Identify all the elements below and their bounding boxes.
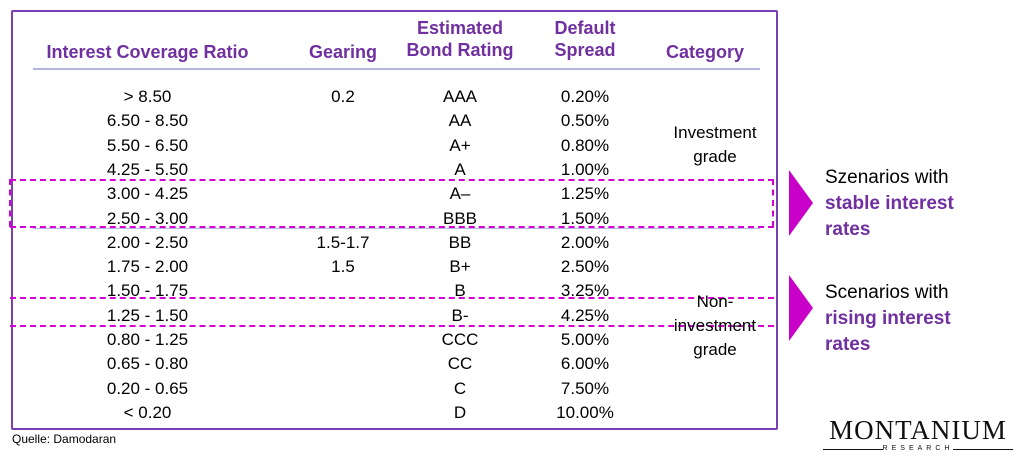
cell-rating: BBB [442,208,478,228]
cell-rating: B- [451,305,469,325]
cell-rating: A– [449,184,471,204]
header-rating-line1: Estimated [416,18,504,38]
cell-rating: D [453,402,467,422]
cell-spread: 1.50% [560,208,610,228]
note-stable-line3: rates [825,219,871,240]
grade-divider [33,228,760,229]
cell-spread: 2.50% [560,257,610,277]
cell-icr: > 8.50 [123,87,172,106]
header-rating: Estimated Bond Rating [395,17,525,61]
stable-highlight-left [9,179,11,227]
cell-gearing: 1.5-1.7 [316,232,370,252]
cell-icr: 1.50 - 1.75 [106,281,189,301]
rising-highlight-top [10,297,774,299]
header-divider [33,68,760,70]
cell-gearing [298,352,388,376]
cell-icr: 0.65 - 0.80 [106,354,189,374]
cell-rating: A+ [449,135,471,155]
cell-spread: 7.50% [560,378,610,398]
stable-highlight-top [10,179,774,181]
cell-gearing: 1.5 [331,257,355,277]
header-spread-line1: Default [554,18,616,38]
cell-rating: B [454,281,466,301]
category-investment-line2: grade [693,147,737,166]
cell-gearing [298,279,388,303]
cell-spread: 4.25% [560,305,610,325]
cell-gearing [298,182,388,206]
cell-gearing [298,109,388,133]
stable-highlight-bottom [10,226,774,228]
cell-icr: 1.75 - 2.00 [106,257,189,277]
cell-icr: 3.00 - 4.25 [106,184,189,204]
note-rising-line3: rates [825,334,871,355]
logo-name: MONTANIUM [829,415,1007,445]
cell-icr: 0.20 - 0.65 [106,378,189,398]
header-category: Category [665,42,745,62]
rising-highlight-bottom [10,325,774,327]
cell-icr: 2.50 - 3.00 [106,208,189,228]
cell-gearing: 0.2 [331,87,355,106]
category-non-line3: grade [693,340,737,359]
note-rising: Scenarios with rising interest rates [825,280,951,358]
cell-icr: 2.00 - 2.50 [106,232,189,252]
rising-arrow-icon [789,275,813,341]
cell-icr: 0.80 - 1.25 [106,330,189,349]
cell-spread: 0.20% [560,87,610,106]
note-stable: Szenarios with stable interest rates [825,165,954,243]
cell-gearing [298,401,388,425]
note-stable-line2: stable interest [825,193,954,214]
cell-icr: 1.25 - 1.50 [106,305,189,325]
category-investment: Investment grade [660,121,770,169]
cell-gearing [298,328,388,352]
category-non-investment: Non-investment grade [660,290,770,362]
cell-rating: CCC [441,330,479,349]
note-stable-line1: Szenarios with [825,167,949,188]
source-note: Quelle: Damodaran [12,432,117,446]
cell-icr: < 0.20 [123,402,172,422]
cell-rating: CC [447,354,473,374]
cell-rating: AAA [442,87,478,106]
logo-sub: RESEARCH [823,445,1013,452]
cell-rating: C [453,378,467,398]
cell-icr: 4.25 - 5.50 [106,159,189,179]
header-icr: Interest Coverage Ratio [46,42,249,62]
cell-spread: 3.25% [560,281,610,301]
header-gearing: Gearing [308,42,378,62]
cell-gearing [298,134,388,158]
cell-gearing [298,377,388,401]
header-spread: Default Spread [535,17,635,61]
header-spread-line2: Spread [554,40,616,60]
cell-spread: 1.00% [560,159,610,179]
cell-rating: AA [448,111,472,131]
montanium-logo: MONTANIUM [820,415,1016,446]
cell-icr: 6.50 - 8.50 [106,111,189,131]
cell-spread: 0.80% [560,135,610,155]
cell-rating: A [454,159,466,179]
cell-spread: 6.00% [560,354,610,374]
note-rising-line1: Scenarios with [825,282,949,303]
cell-icr: 5.50 - 6.50 [106,135,189,155]
stable-arrow-icon [789,170,813,236]
note-rising-line2: rising interest [825,308,951,329]
cell-spread: 5.00% [560,330,610,349]
category-non-line2: investment [673,316,757,335]
stable-highlight-right [772,179,774,227]
cell-rating: B+ [449,257,471,277]
cell-spread: 2.00% [560,232,610,252]
cell-spread: 10.00% [556,402,614,422]
cell-spread: 0.50% [560,111,610,131]
table-frame [11,10,778,430]
category-investment-line1: Investment [673,123,757,142]
cell-rating: BB [448,232,472,252]
header-rating-line2: Bond Rating [406,40,514,60]
cell-spread: 1.25% [560,184,610,204]
category-non-line1: Non- [696,292,734,311]
